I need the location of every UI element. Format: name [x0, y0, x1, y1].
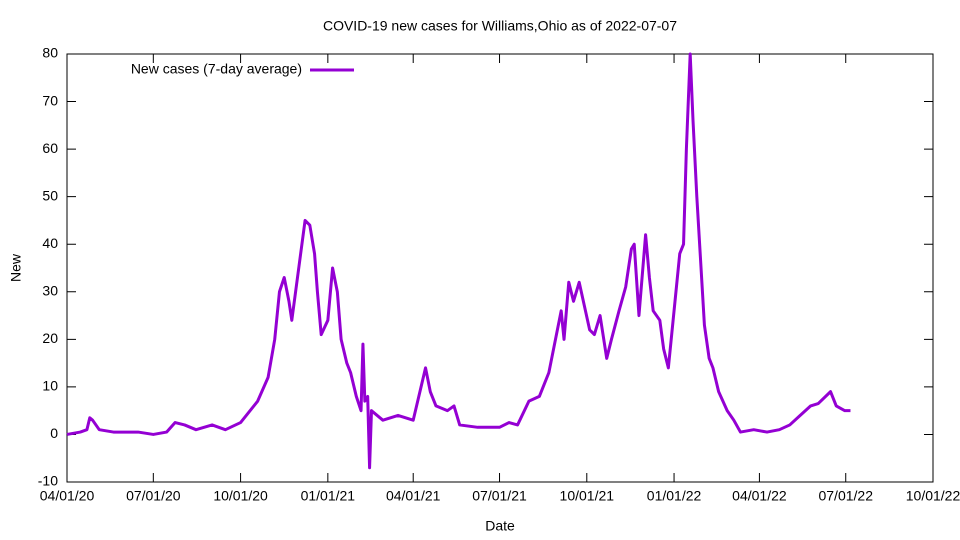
- x-tick-label: 10/01/20: [213, 488, 268, 504]
- chart-title: COVID-19 new cases for Williams,Ohio as …: [323, 18, 677, 34]
- data-line: [66, 52, 851, 470]
- x-tick-label: 07/01/20: [126, 488, 181, 504]
- y-tick-label: -10: [38, 473, 58, 489]
- y-tick-label: 40: [42, 235, 58, 251]
- y-tick-label: 70: [42, 92, 58, 108]
- x-tick-label: 04/01/20: [40, 488, 95, 504]
- x-tick-label: 04/01/22: [732, 488, 787, 504]
- x-tick-label: 10/01/22: [906, 488, 960, 504]
- y-tick-label: 50: [42, 187, 58, 203]
- y-tick-label: 30: [42, 282, 58, 298]
- y-axis-label: New: [8, 253, 24, 282]
- y-tick-label: 80: [42, 45, 58, 61]
- x-tick-label: 10/01/21: [560, 488, 615, 504]
- legend-label: New cases (7-day average): [131, 61, 302, 77]
- y-tick-label: 0: [50, 425, 58, 441]
- x-tick-label: 04/01/21: [386, 488, 441, 504]
- x-tick-label: 01/01/22: [647, 488, 702, 504]
- x-tick-label: 01/01/21: [301, 488, 356, 504]
- x-tick-label: 07/01/21: [472, 488, 527, 504]
- x-axis-label: Date: [485, 518, 515, 534]
- y-tick-label: 20: [42, 330, 58, 346]
- y-tick-label: 10: [42, 378, 58, 394]
- x-tick-label: 07/01/22: [818, 488, 873, 504]
- y-tick-label: 60: [42, 140, 58, 156]
- plot-frame: [66, 53, 934, 483]
